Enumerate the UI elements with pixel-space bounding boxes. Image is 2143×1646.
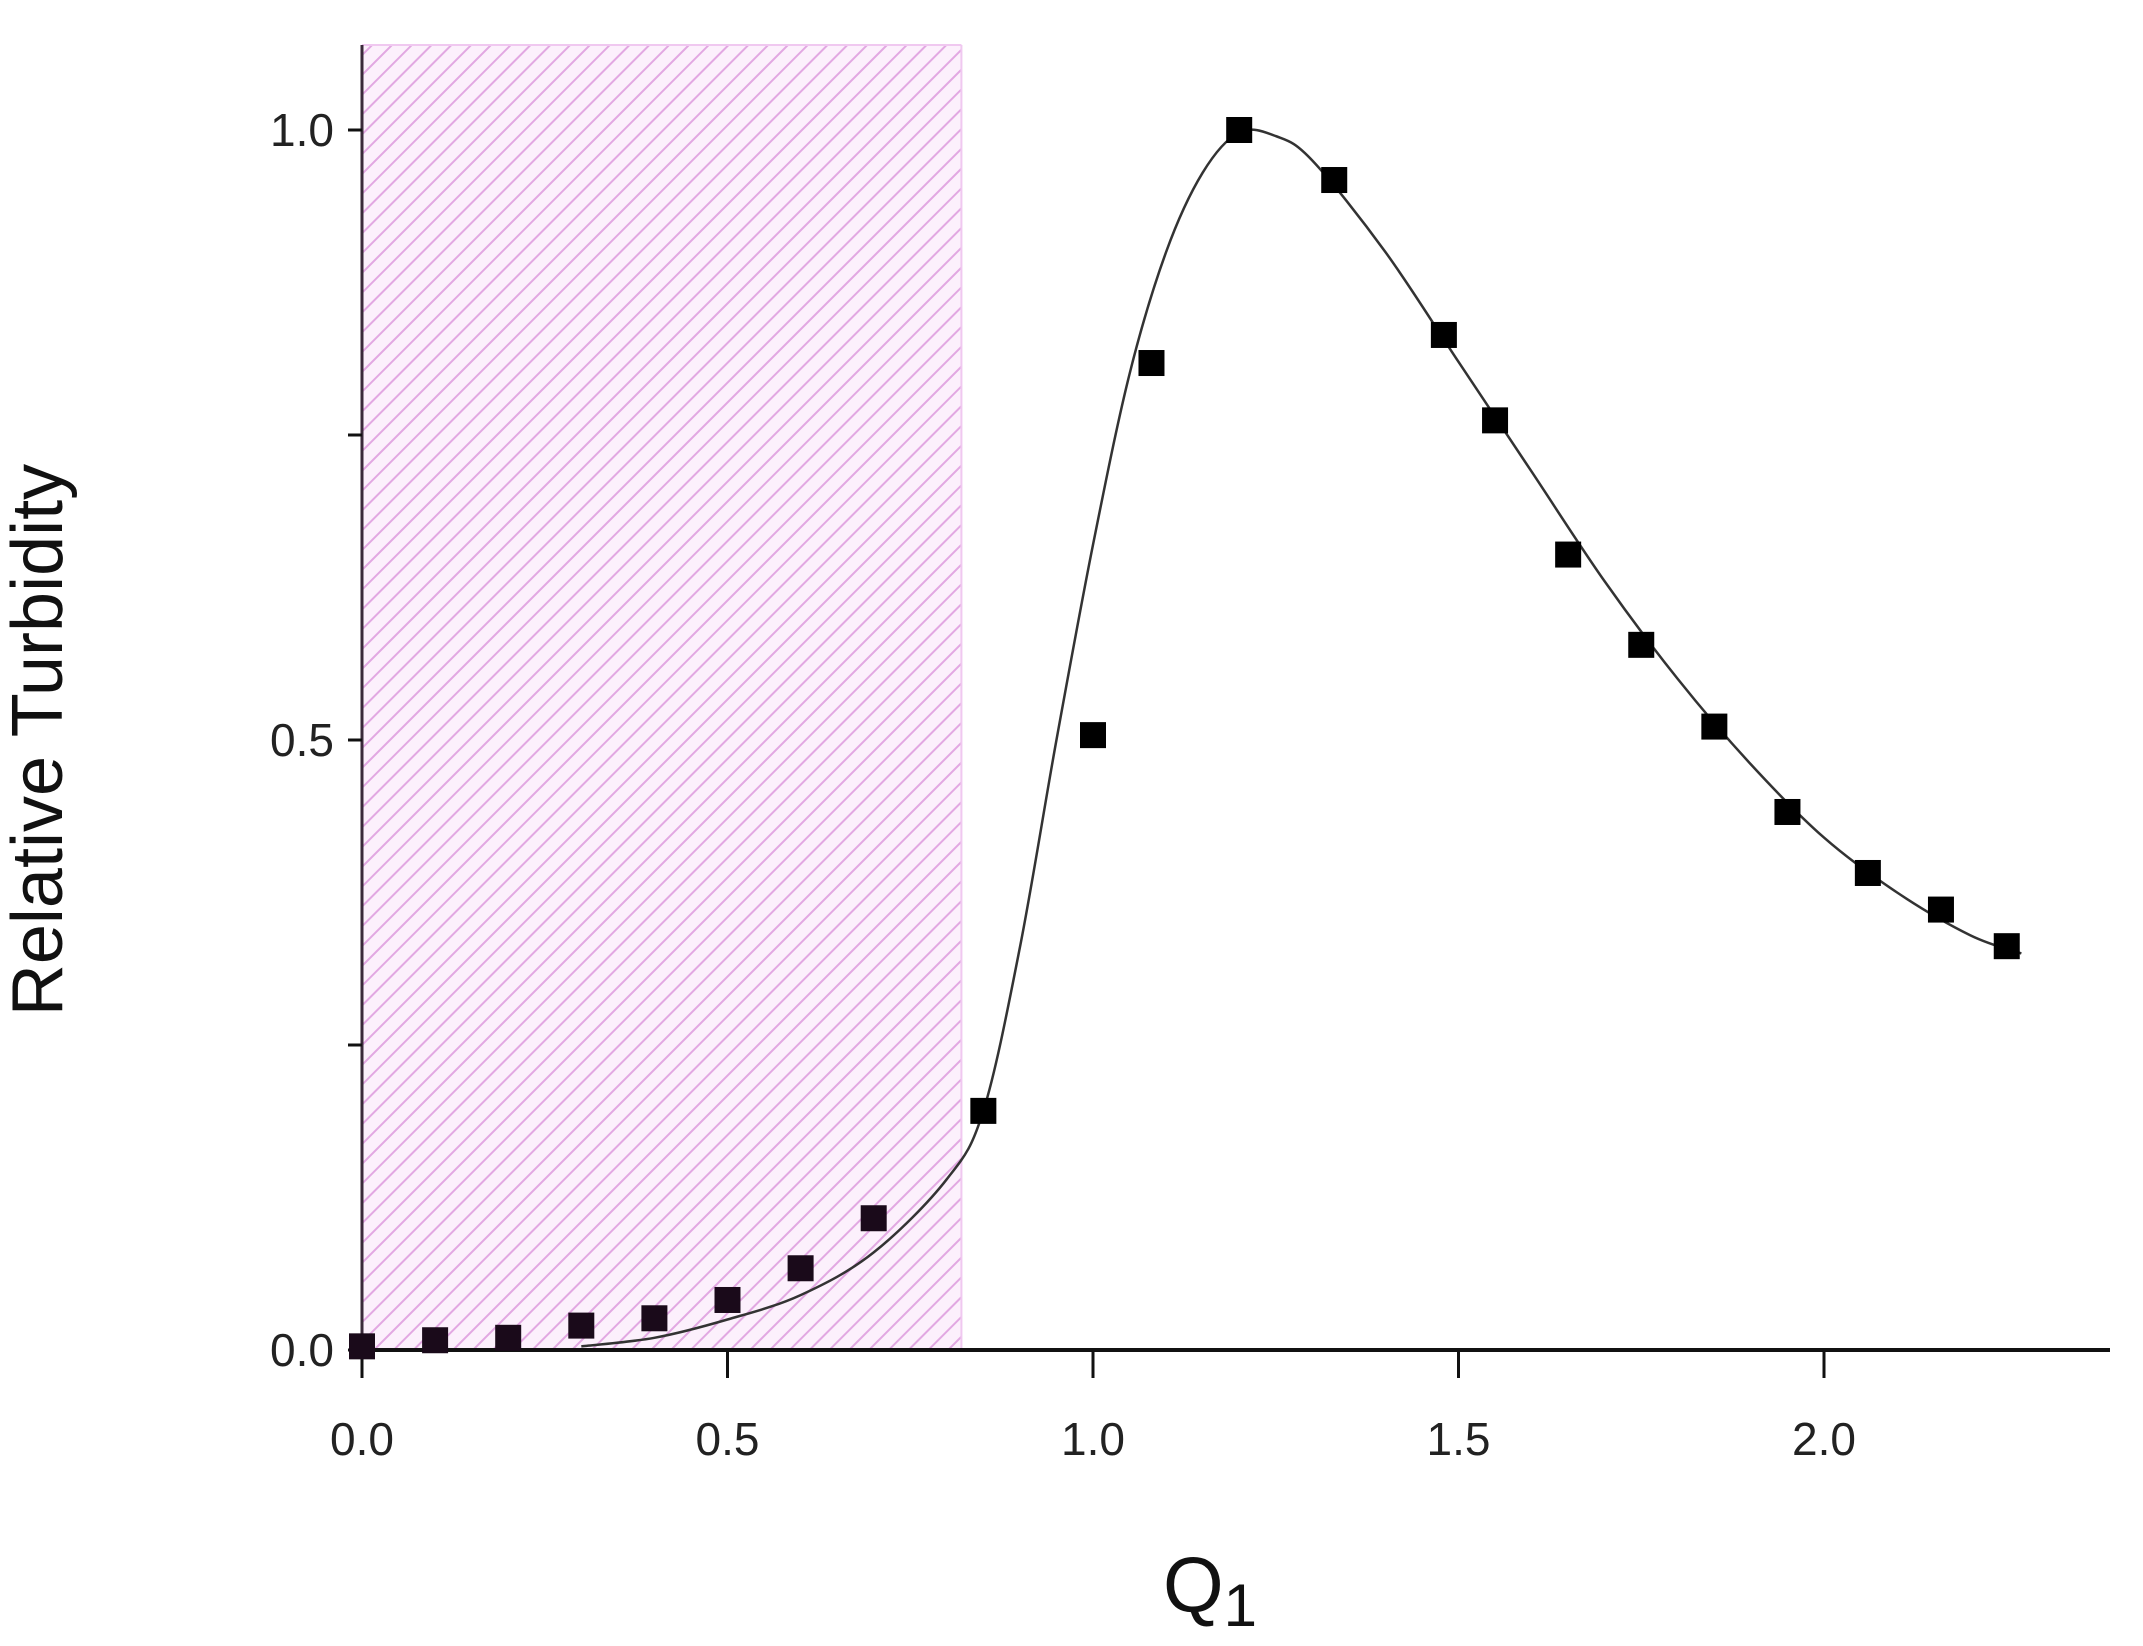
data-point-marker [1993, 933, 2020, 960]
shaded-region [362, 44, 963, 1350]
x-tick-label: 0.0 [330, 1413, 394, 1465]
data-point-marker [641, 1305, 668, 1332]
data-point-marker [1555, 541, 1582, 568]
y-axis-label: Relative Turbidity [0, 463, 78, 1017]
data-point-marker [422, 1327, 449, 1354]
data-point-marker [1628, 631, 1655, 658]
tick-labels: 0.0 0.5 1.0 1.5 2.0 0.0 0.5 1.0 [270, 104, 1856, 1465]
data-point-marker [1138, 350, 1165, 377]
data-point-marker [1321, 167, 1348, 194]
x-axis-label: Q1 [1163, 1540, 1257, 1640]
x-tick-label: 1.5 [1427, 1413, 1491, 1465]
data-point-marker [568, 1312, 595, 1339]
data-point-marker [787, 1255, 814, 1282]
data-point-marker [1482, 407, 1509, 434]
data-point-marker [1226, 117, 1253, 143]
x-axis-label-main: Q [1162, 1541, 1224, 1629]
data-point-marker [970, 1097, 997, 1124]
y-tick-label: 1.0 [270, 104, 334, 156]
data-point-marker [1774, 798, 1801, 825]
data-point-marker [1927, 896, 1954, 923]
x-tick-label: 2.0 [1792, 1413, 1856, 1465]
x-tick-label: 1.0 [1061, 1413, 1125, 1465]
data-point-marker [1430, 321, 1457, 348]
data-point-marker [860, 1205, 887, 1232]
data-point-marker [1701, 713, 1728, 740]
data-point-marker [1854, 859, 1881, 886]
data-point-marker [349, 1333, 375, 1360]
data-point-marker [1080, 722, 1106, 749]
x-axis-label-subscript: 1 [1223, 1572, 1258, 1639]
data-points [349, 117, 2020, 1360]
hatched-region [362, 45, 962, 1350]
y-tick-label: 0.5 [270, 714, 334, 766]
data-point-marker [495, 1324, 522, 1351]
y-tick-label: 0.0 [270, 1324, 334, 1376]
axes [348, 45, 2110, 1378]
x-tick-label: 0.5 [696, 1413, 760, 1465]
data-point-marker [714, 1286, 741, 1313]
